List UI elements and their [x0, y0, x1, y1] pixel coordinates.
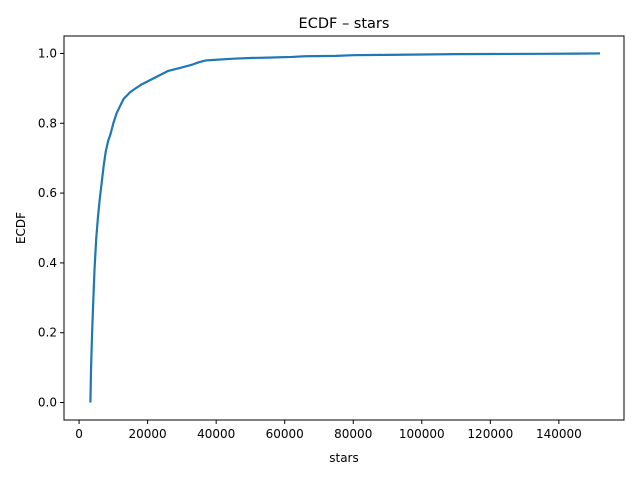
y-tick-label: 0.2 [38, 326, 57, 340]
y-tick-label: 0.0 [38, 396, 57, 410]
x-tick-label: 140000 [536, 427, 582, 441]
x-tick-label: 120000 [467, 427, 513, 441]
y-tick-label: 0.4 [38, 256, 57, 270]
y-tick-label: 0.8 [38, 116, 57, 130]
x-tick-label: 80000 [334, 427, 372, 441]
plot-area [89, 52, 601, 403]
y-tick-label: 0.6 [38, 186, 57, 200]
axes-frame [63, 35, 625, 421]
x-tick-label: 100000 [399, 427, 445, 441]
y-axis-label: ECDF [14, 212, 28, 244]
x-tick-label: 20000 [129, 427, 167, 441]
x-tick-label: 0 [75, 427, 83, 441]
x-tick-label: 60000 [266, 427, 304, 441]
x-axis-label: stars [329, 451, 359, 465]
chart-title: ECDF – stars [299, 16, 390, 32]
x-tick-label: 40000 [197, 427, 235, 441]
y-tick-label: 1.0 [38, 46, 57, 60]
axis-ticks: 0 20000 40000 60000 80000 100000 120000 140000 0… [38, 46, 582, 441]
ecdf-series-line [89, 52, 601, 403]
